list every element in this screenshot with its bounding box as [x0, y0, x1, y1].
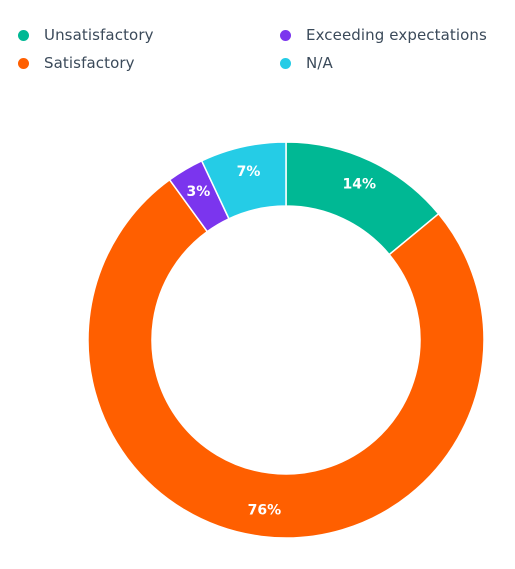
legend-dot-na [280, 57, 291, 69]
legend-dot-exceeding-expectations [280, 29, 291, 41]
legend-item-satisfactory[interactable]: Satisfactory [18, 53, 135, 73]
legend-label-satisfactory: Satisfactory [44, 54, 135, 72]
donut-slices [87, 141, 485, 539]
donut-slice-satisfactory[interactable] [87, 178, 485, 539]
legend-item-unsatisfactory[interactable]: Unsatisfactory [18, 25, 154, 45]
legend-dot-unsatisfactory [18, 29, 29, 41]
chart-legend: Unsatisfactory Exceeding expectations Sa… [0, 0, 515, 90]
legend-label-na: N/A [306, 54, 333, 72]
legend-label-exceeding-expectations: Exceeding expectations [306, 26, 487, 44]
data-label-n-a: 7% [237, 164, 261, 180]
donut-slice-n-a[interactable] [200, 141, 287, 220]
data-label-satisfactory: 76% [248, 503, 282, 519]
legend-dot-satisfactory [18, 57, 29, 69]
data-label-unsatisfactory: 14% [342, 176, 376, 192]
legend-item-exceeding-expectations[interactable]: Exceeding expectations [280, 25, 487, 45]
donut-data-labels: 14% 76% 3% 7% [187, 164, 376, 519]
legend-label-unsatisfactory: Unsatisfactory [44, 26, 154, 44]
data-label-exceeding-expectations: 3% [187, 184, 211, 200]
legend-item-na[interactable]: N/A [280, 53, 333, 73]
